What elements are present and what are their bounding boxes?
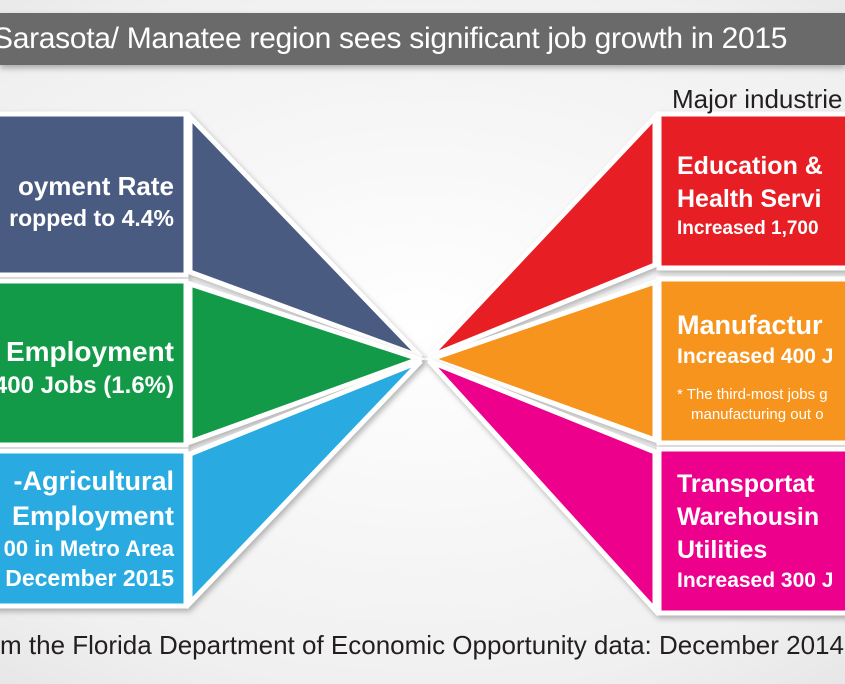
block-line: Increased 300 J (677, 568, 834, 592)
block-line: Utilities (677, 535, 768, 564)
block-line: December 2015 (5, 564, 174, 591)
title-banner: Sarasota/ Manatee region sees significan… (0, 13, 845, 65)
block-footnote-line: manufacturing out o (691, 405, 824, 423)
right-column-heading: Major industrie (672, 84, 843, 114)
block-line: -Agricultural (13, 465, 174, 496)
block-line: Employment (11, 500, 174, 531)
block-line: Health Servi (677, 185, 822, 213)
total-employment-block: Employment -400 Jobs (1.6%) (0, 281, 186, 445)
block-line: Increased 400 J (677, 344, 834, 368)
block-line: 00 in Metro Area (3, 535, 174, 561)
block-line: Increased 1,700 (677, 218, 819, 239)
source-caption: m the Florida Department of Economic Opp… (0, 630, 845, 660)
manufacturing-shape (423, 276, 845, 446)
transportation-shape (427, 358, 845, 617)
non-agricultural-employment-shape (0, 358, 423, 610)
block-line: Education & (677, 152, 823, 180)
total-employment-shape (0, 278, 427, 448)
education-health-block: Education & Health Servi Increased 1,700 (659, 114, 845, 268)
transportation-block: Transportat Warehousin Utilities Increas… (659, 449, 845, 613)
unemployment-rate-block: oyment Rate ropped to 4.4% (0, 114, 186, 275)
block-footnote-line: * The third-most jobs g (677, 385, 828, 403)
block-line: ropped to 4.4% (9, 205, 174, 231)
non-agricultural-employment-block: -Agricultural Employment 00 in Metro Are… (0, 451, 186, 606)
block-line: oyment Rate (17, 171, 174, 201)
block-line: -400 Jobs (1.6%) (0, 372, 174, 399)
block-line: Manufactur (677, 309, 823, 340)
block-line: Warehousin (677, 502, 820, 531)
unemployment-rate-shape (0, 110, 423, 360)
main-title: Sarasota/ Manatee region sees significan… (0, 22, 788, 55)
block-line: Transportat (677, 469, 815, 498)
block-line: Employment (5, 336, 174, 367)
manufacturing-block: Manufactur Increased 400 J * The third-m… (659, 279, 845, 443)
education-health-shape (427, 110, 845, 360)
